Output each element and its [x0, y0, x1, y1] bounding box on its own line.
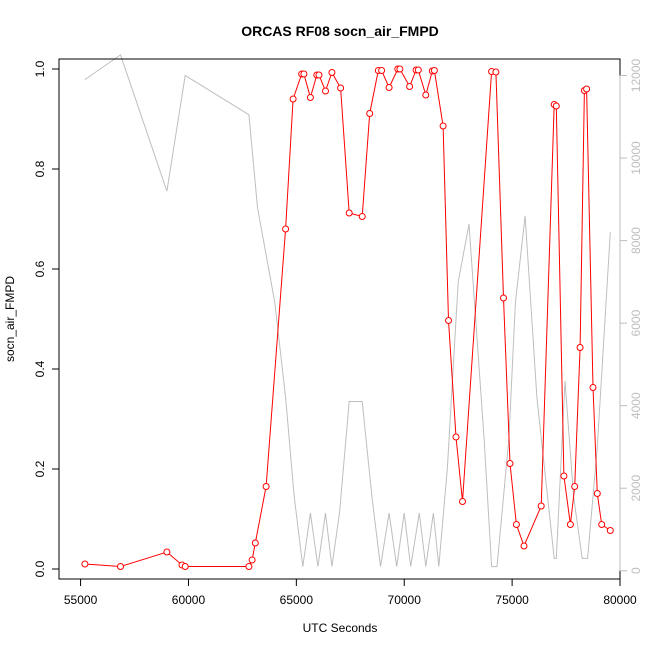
- data-point: [385, 84, 393, 91]
- data-point: [251, 539, 259, 547]
- x-axis: 55000 60000 65000 70000 75000 80000: [64, 579, 637, 607]
- y-axis-label: socn_air_FMPD: [3, 276, 17, 362]
- x-tick-label: 55000: [64, 593, 98, 607]
- x-tick-label: 70000: [388, 593, 422, 607]
- data-point: [537, 502, 545, 510]
- data-point: [598, 521, 606, 528]
- data-point: [345, 209, 353, 217]
- y-tick-label-right: 0: [629, 567, 643, 574]
- data-point: [322, 87, 329, 95]
- chart-title: ORCAS RF08 socn_air_FMPD: [241, 23, 439, 39]
- data-point: [358, 213, 366, 220]
- data-point: [571, 483, 579, 490]
- data-point: [459, 498, 466, 505]
- data-point: [315, 71, 323, 79]
- data-point: [593, 490, 601, 497]
- data-point: [500, 294, 507, 302]
- data-point: [262, 483, 270, 490]
- y-tick-label-right: 4000: [629, 392, 643, 419]
- data-point: [606, 527, 614, 534]
- data-point: [181, 563, 189, 570]
- y-tick-label-left: 0.0: [33, 560, 47, 577]
- data-point: [282, 225, 290, 233]
- y-tick-label-right: 12000: [629, 58, 643, 92]
- data-point: [422, 91, 430, 99]
- data-point: [378, 67, 386, 74]
- data-point: [506, 460, 514, 467]
- data-point: [306, 94, 314, 101]
- data-point: [512, 521, 520, 528]
- data-point: [439, 122, 447, 130]
- x-tick-label: 80000: [603, 593, 637, 607]
- series-line-left: [84, 68, 611, 568]
- data-point: [117, 563, 124, 570]
- plot-lines: [84, 54, 611, 568]
- data-point: [289, 95, 297, 103]
- data-point: [445, 317, 452, 324]
- data-point: [245, 563, 253, 570]
- data-point: [337, 84, 345, 92]
- x-axis-label: UTC Seconds: [303, 621, 378, 635]
- data-point: [583, 85, 591, 93]
- data-point: [520, 542, 528, 550]
- data-point: [248, 556, 256, 564]
- data-point: [492, 68, 500, 76]
- y-tick-label-right: 10000: [629, 141, 643, 175]
- y-axis-right: 0 2000 4000 6000 8000 10000 12000: [619, 58, 643, 574]
- x-tick-label: 75000: [495, 593, 529, 607]
- y-tick-label-left: 0.4: [33, 360, 47, 377]
- data-point: [366, 110, 374, 117]
- y-axis-left: 0.0 0.2 0.4 0.6 0.8 1.0: [33, 60, 59, 577]
- series-line-right: [84, 54, 611, 568]
- data-point: [406, 83, 414, 90]
- data-point: [576, 344, 584, 351]
- y-tick-label-left: 1.0: [33, 60, 47, 77]
- data-point: [300, 70, 308, 78]
- data-point: [163, 548, 171, 556]
- data-point: [560, 472, 568, 480]
- data-point: [81, 560, 89, 568]
- y-tick-label-left: 0.8: [33, 160, 47, 177]
- y-tick-label-left: 0.6: [33, 260, 47, 277]
- y-tick-label-right: 8000: [629, 227, 643, 254]
- data-point: [552, 102, 560, 110]
- x-tick-label: 65000: [280, 593, 314, 607]
- plot-points: [81, 65, 614, 570]
- data-point: [452, 433, 460, 441]
- x-tick-label: 60000: [172, 593, 206, 607]
- data-point: [589, 384, 597, 391]
- data-point: [414, 66, 422, 74]
- y-tick-label-right: 2000: [629, 475, 643, 502]
- y-tick-label-left: 0.2: [33, 460, 47, 477]
- y-tick-label-right: 6000: [629, 309, 643, 336]
- data-point: [566, 521, 574, 528]
- plot-frame: [58, 58, 621, 580]
- data-point: [328, 69, 336, 76]
- data-point: [396, 65, 404, 73]
- data-point: [430, 67, 438, 74]
